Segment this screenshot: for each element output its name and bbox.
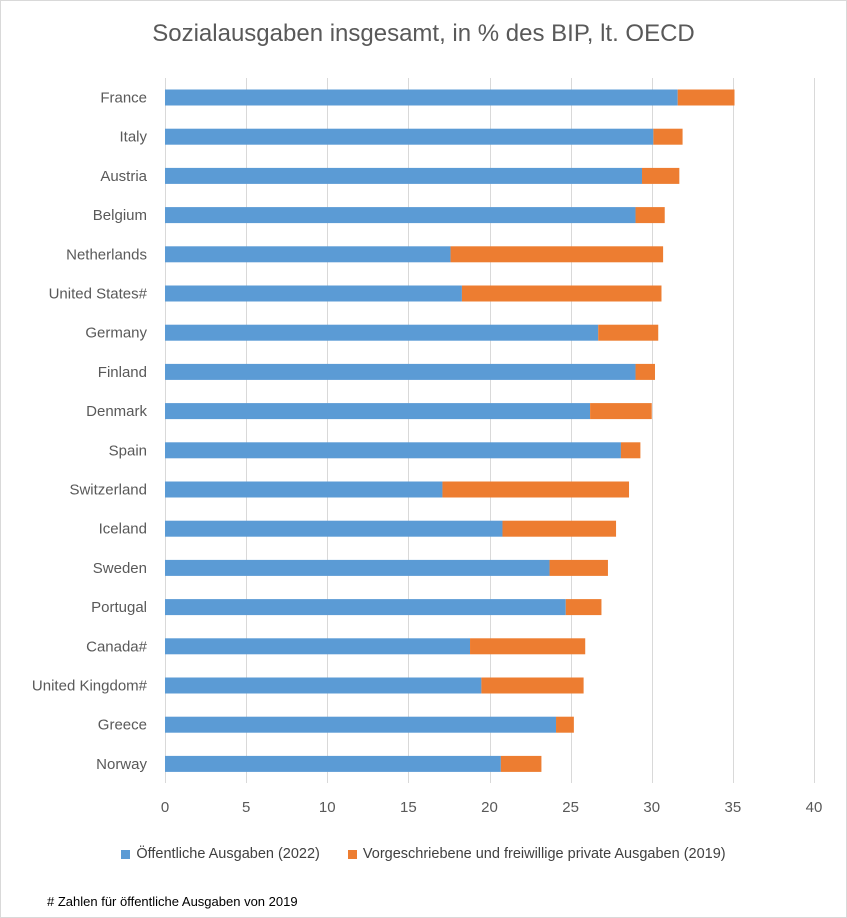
bar-public-4 — [165, 246, 451, 263]
bar-public-8 — [165, 403, 591, 420]
bar-private-8 — [590, 403, 652, 420]
category-label-15: United Kingdom# — [32, 678, 148, 695]
bar-public-13 — [165, 599, 566, 616]
legend-item-public: Öffentliche Ausgaben (2022) — [121, 846, 320, 862]
bar-public-7 — [165, 363, 636, 380]
x-tick-label-20: 20 — [481, 799, 498, 816]
footnote: # Zahlen für öffentliche Ausgaben von 20… — [47, 894, 298, 909]
category-label-2: Austria — [100, 168, 147, 185]
x-tick-label-35: 35 — [725, 799, 742, 816]
bar-private-1 — [653, 128, 683, 145]
category-label-4: Netherlands — [66, 246, 147, 263]
category-label-13: Portugal — [91, 599, 147, 616]
bar-private-12 — [549, 559, 608, 576]
category-label-8: Denmark — [86, 403, 147, 420]
legend-swatch-public — [121, 849, 131, 859]
x-tick-label-40: 40 — [806, 799, 823, 816]
bar-private-14 — [470, 638, 586, 655]
x-tick-label-30: 30 — [643, 799, 660, 816]
bar-private-5 — [461, 285, 662, 302]
bar-private-15 — [481, 677, 584, 694]
bar-public-11 — [165, 520, 503, 537]
category-label-9: Spain — [109, 442, 147, 459]
legend-item-private: Vorgeschriebene und freiwillige private … — [347, 846, 726, 862]
bar-public-0 — [165, 89, 678, 106]
category-label-12: Sweden — [93, 560, 147, 577]
bar-private-17 — [500, 755, 542, 772]
bar-private-2 — [642, 167, 680, 184]
category-label-1: Italy — [119, 129, 147, 146]
x-tick-label-10: 10 — [319, 799, 336, 816]
category-label-16: Greece — [98, 717, 147, 734]
bar-private-16 — [556, 716, 574, 733]
bar-public-5 — [165, 285, 462, 302]
x-tick-label-5: 5 — [242, 799, 250, 816]
bar-public-6 — [165, 324, 599, 341]
bar-public-1 — [165, 128, 654, 145]
category-label-7: Finland — [98, 364, 147, 381]
bar-private-11 — [502, 520, 617, 537]
category-label-10: Switzerland — [69, 482, 147, 499]
category-label-0: France — [100, 90, 147, 107]
x-tick-label-15: 15 — [400, 799, 417, 816]
bar-public-17 — [165, 755, 501, 772]
bar-public-16 — [165, 716, 557, 733]
bar-public-2 — [165, 167, 643, 184]
category-label-5: United States# — [49, 286, 148, 303]
chart-title: Sozialausgaben insgesamt, in % des BIP, … — [152, 20, 695, 47]
legend-label-public: Öffentliche Ausgaben (2022) — [136, 846, 320, 862]
bar-public-3 — [165, 207, 636, 224]
bar-public-10 — [165, 481, 443, 498]
bar-public-15 — [165, 677, 482, 694]
x-tick-label-0: 0 — [161, 799, 169, 816]
bar-private-7 — [635, 363, 655, 380]
bar-private-13 — [565, 599, 602, 616]
legend-label-private: Vorgeschriebene und freiwillige private … — [362, 846, 726, 862]
x-tick-label-25: 25 — [562, 799, 579, 816]
category-label-11: Iceland — [99, 521, 147, 538]
bar-private-6 — [598, 324, 659, 341]
category-label-14: Canada# — [86, 638, 148, 655]
category-label-17: Norway — [96, 756, 147, 773]
bar-private-0 — [677, 89, 735, 106]
bar-public-12 — [165, 559, 550, 576]
bar-public-14 — [165, 638, 471, 655]
bar-private-3 — [635, 207, 665, 224]
bar-public-9 — [165, 442, 621, 459]
legend-swatch-private — [347, 849, 357, 859]
bar-private-4 — [450, 246, 664, 263]
chart-legend: Öffentliche Ausgaben (2022) Vorgeschrieb… — [0, 846, 847, 862]
bar-private-10 — [442, 481, 630, 498]
category-label-6: Germany — [85, 325, 147, 342]
category-label-3: Belgium — [93, 207, 147, 224]
bar-private-9 — [620, 442, 641, 459]
